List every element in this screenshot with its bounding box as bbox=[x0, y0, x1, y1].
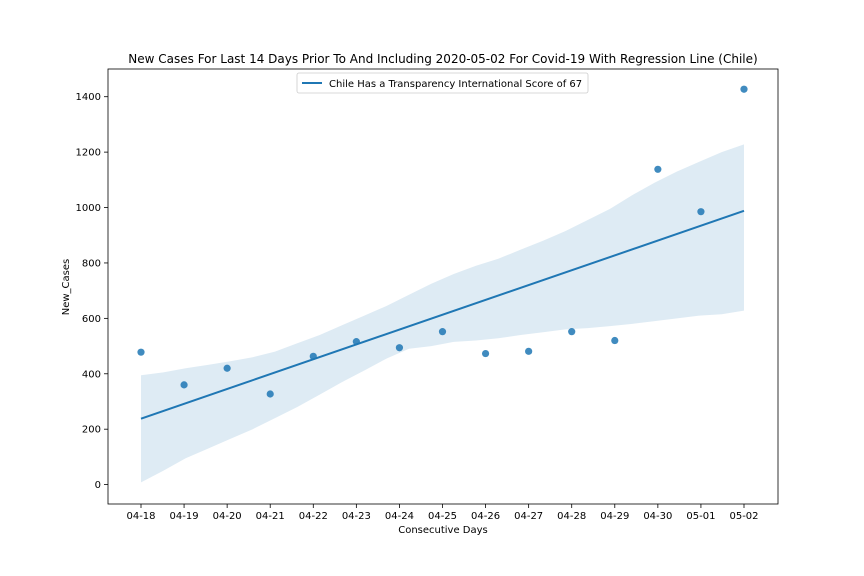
y-tick-label: 800 bbox=[82, 258, 101, 269]
y-tick-label: 0 bbox=[95, 480, 101, 491]
x-tick-label: 05-01 bbox=[686, 511, 715, 522]
data-point bbox=[568, 328, 576, 336]
x-tick-label: 04-28 bbox=[557, 511, 586, 522]
x-tick-label: 04-18 bbox=[126, 511, 155, 522]
data-point bbox=[611, 336, 619, 345]
y-axis-label: New_Cases bbox=[61, 259, 72, 316]
x-axis: 04-18 04-19 04-20 04-21 04-22 04-23 04-24 04-25… bbox=[126, 504, 759, 522]
x-tick-label: 04-26 bbox=[471, 511, 500, 522]
data-point bbox=[438, 328, 447, 336]
y-tick-label: 600 bbox=[82, 314, 101, 325]
data-point bbox=[654, 165, 662, 173]
x-axis-label: Consecutive Days bbox=[398, 525, 488, 536]
plot-frame bbox=[107, 68, 779, 505]
data-point bbox=[481, 349, 490, 358]
plot-area bbox=[137, 85, 748, 483]
data-point bbox=[223, 364, 231, 372]
x-tick-label: 04-30 bbox=[643, 511, 672, 522]
y-tick-label: 1000 bbox=[76, 203, 101, 214]
data-point bbox=[740, 85, 748, 93]
y-axis: 0 200 400 600 800 1000 1200 1400 bbox=[76, 92, 108, 491]
data-point bbox=[309, 352, 317, 360]
data-point bbox=[395, 344, 404, 352]
legend-label: Chile Has a Transparency International S… bbox=[329, 79, 582, 90]
chart-title: New Cases For Last 14 Days Prior To And … bbox=[128, 52, 757, 66]
data-point bbox=[525, 347, 533, 355]
confidence-band bbox=[141, 144, 744, 483]
x-tick-label: 04-23 bbox=[342, 511, 371, 522]
y-tick-label: 1400 bbox=[76, 92, 101, 103]
x-tick-label: 04-21 bbox=[256, 511, 285, 522]
y-tick-label: 1200 bbox=[76, 148, 101, 159]
legend: Chile Has a Transparency International S… bbox=[296, 72, 589, 94]
legend-box bbox=[296, 72, 589, 94]
x-tick-label: 04-22 bbox=[299, 511, 328, 522]
regression-line bbox=[140, 209, 745, 420]
x-tick-label: 05-02 bbox=[729, 511, 758, 522]
y-tick-label: 200 bbox=[82, 425, 101, 436]
x-tick-label: 04-24 bbox=[385, 511, 414, 522]
data-point bbox=[697, 208, 705, 216]
data-point bbox=[180, 381, 188, 389]
x-tick-label: 04-25 bbox=[428, 511, 457, 522]
data-point bbox=[137, 348, 145, 356]
x-tick-label: 04-29 bbox=[600, 511, 629, 522]
x-tick-label: 04-20 bbox=[213, 511, 242, 522]
x-tick-label: 04-19 bbox=[170, 511, 199, 522]
data-point bbox=[266, 390, 274, 398]
data-point bbox=[352, 338, 360, 346]
y-tick-label: 400 bbox=[82, 369, 101, 380]
x-tick-label: 04-27 bbox=[514, 511, 543, 522]
